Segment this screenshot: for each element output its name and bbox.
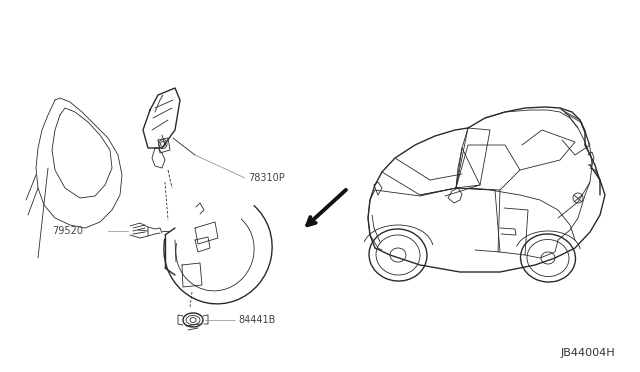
Text: 78310P: 78310P — [248, 173, 285, 183]
Text: 79520: 79520 — [52, 226, 83, 236]
Text: JB44004H: JB44004H — [561, 348, 615, 358]
Text: 84441B: 84441B — [238, 315, 275, 325]
